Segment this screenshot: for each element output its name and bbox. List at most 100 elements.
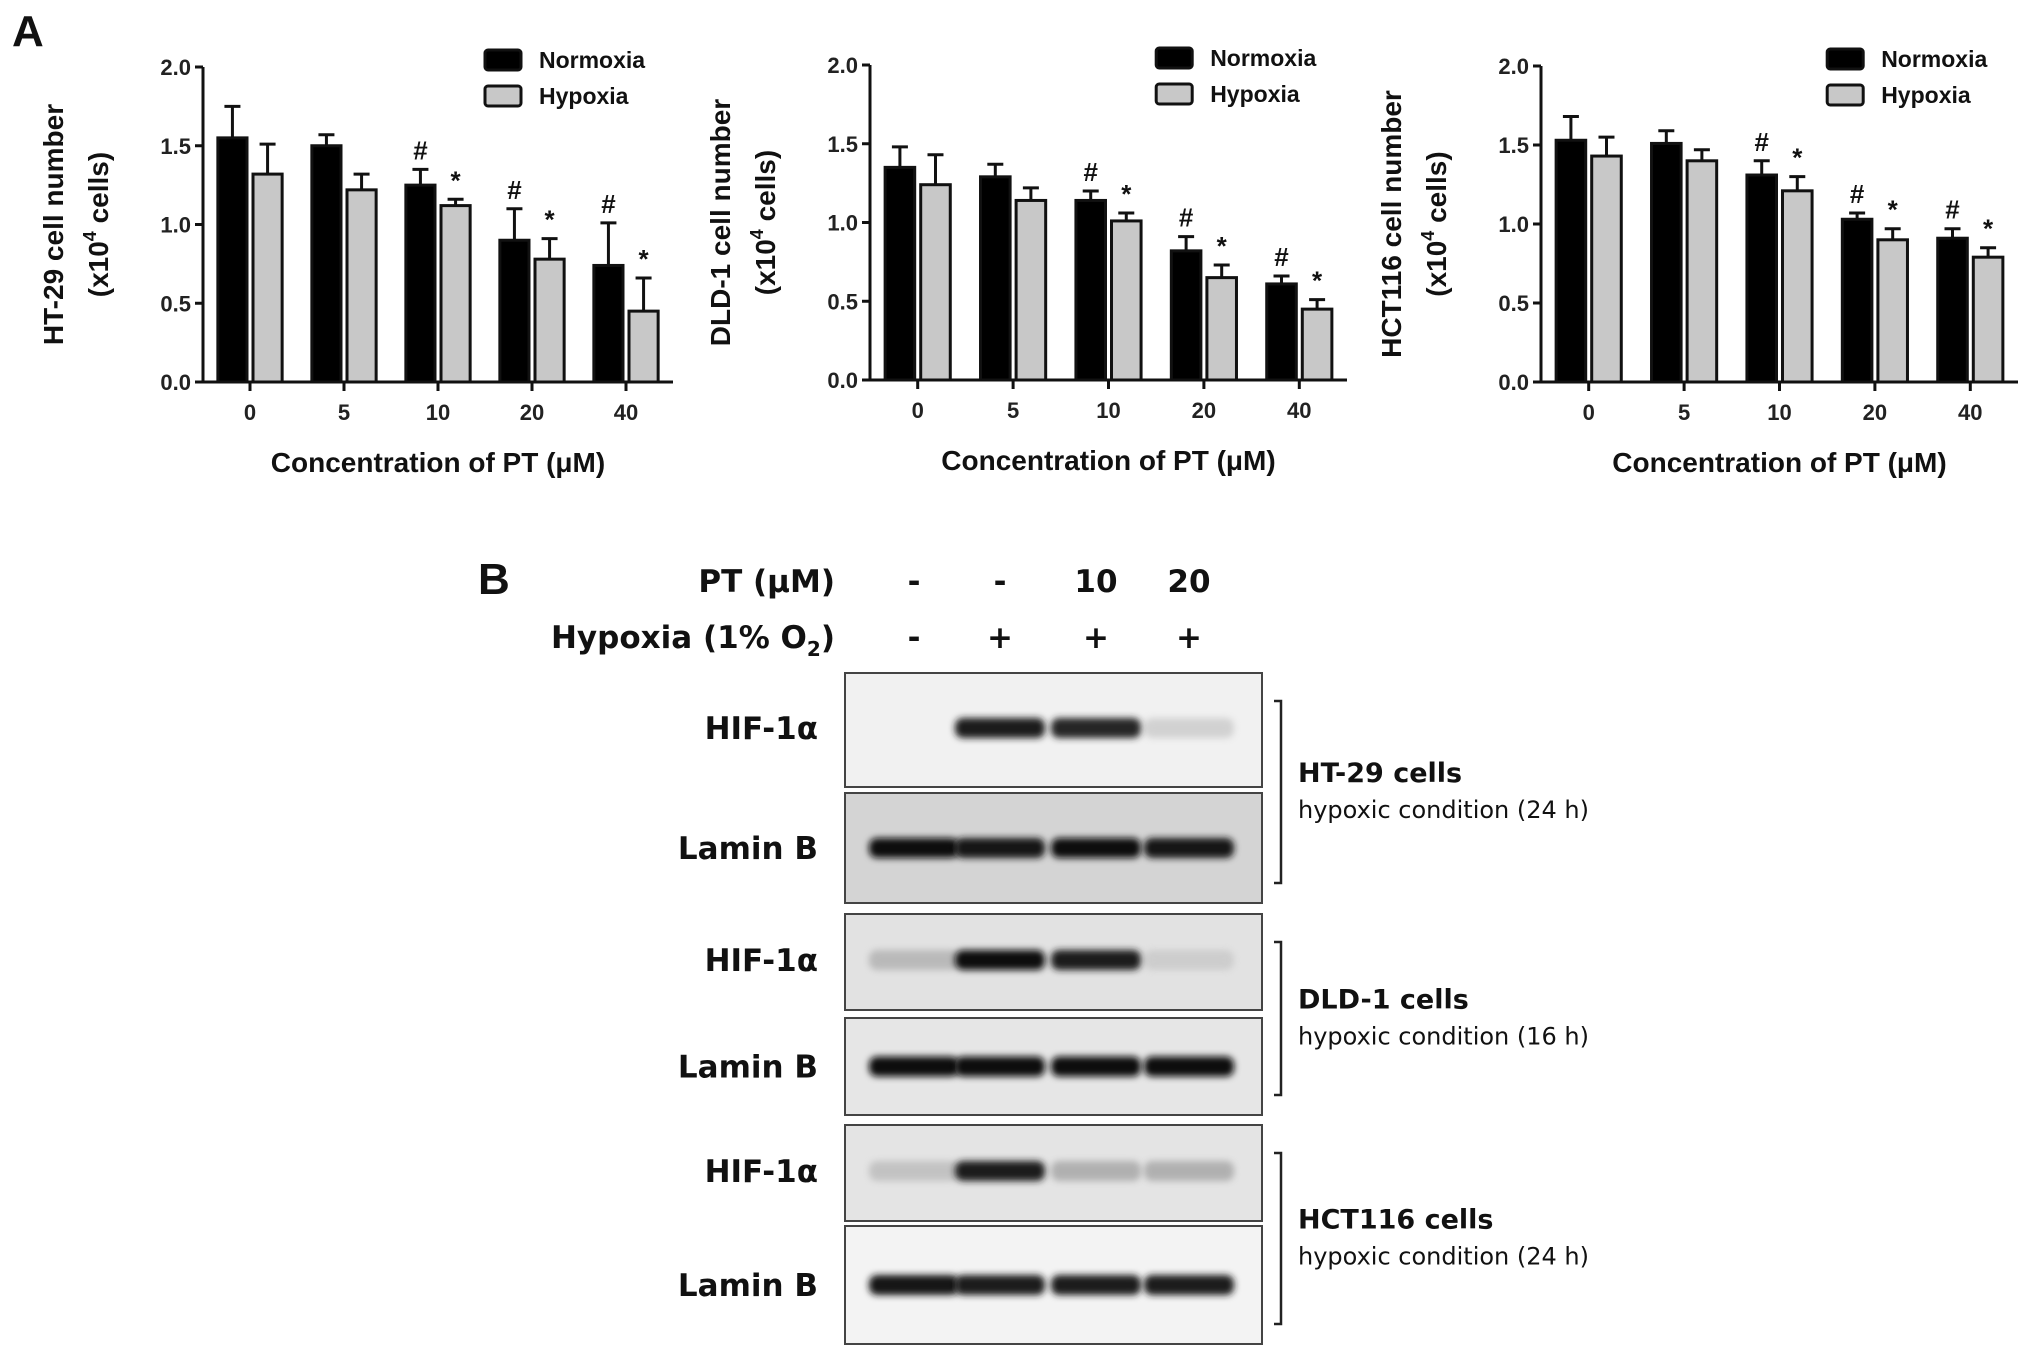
y-tick-label: 1.0: [827, 211, 858, 236]
protein-band: [869, 1275, 959, 1295]
group-bracket: [1274, 940, 1283, 1097]
x-tick-label: 40: [1287, 398, 1311, 423]
significance-mark: *: [1312, 266, 1323, 296]
x-tick-label: 5: [1007, 398, 1019, 423]
blot-group-1: HIF-1α Lamin B HT-29 cells hypoxic conditio…: [678, 672, 1589, 904]
bar-hypoxia: [1205, 276, 1238, 382]
y-tick-label: 2.0: [827, 53, 858, 78]
protein-band: [1051, 950, 1141, 970]
x-tick-label: 0: [912, 398, 924, 423]
x-tick-label: 5: [338, 400, 350, 425]
x-tick-label: 0: [1583, 400, 1595, 425]
legend-swatch-normoxia: [1825, 47, 1865, 71]
bar-hypoxia: [1781, 189, 1814, 384]
bar-hypoxia: [1876, 238, 1909, 384]
significance-mark: #: [1850, 179, 1865, 209]
hypoxia-label-suffix: ): [821, 620, 835, 656]
bar-hypoxia: [1685, 159, 1719, 384]
y-tick-label: 1.5: [827, 132, 858, 157]
x-tick-label: 5: [1678, 400, 1690, 425]
significance-mark: #: [507, 175, 522, 205]
protein-band: [1051, 838, 1141, 858]
cell-line-label: DLD-1 cells: [1298, 985, 1469, 1016]
x-tick-label: 20: [520, 400, 544, 425]
y-axis-units-suffix: cells): [1421, 151, 1452, 230]
hypoxia-label-prefix: Hypoxia (1% O: [551, 620, 807, 656]
significance-mark: *: [1983, 214, 1994, 244]
y-tick-label: 1.5: [160, 134, 191, 159]
bar-normoxia: [1265, 282, 1298, 382]
band-label: Lamin B: [678, 831, 818, 867]
protein-band: [1051, 1275, 1141, 1295]
significance-mark: *: [1121, 179, 1132, 209]
y-axis-units-exponent: 4: [747, 229, 767, 239]
legend-label-normoxia: Normoxia: [1881, 46, 1987, 72]
bar-hypoxia: [627, 309, 660, 384]
significance-mark: #: [1274, 242, 1289, 272]
bar-chart-2: 0.0 0.5 1.0 1.5 2.0 0 5 10 # * 20 # * 40 # * DLD-1 cell …: [705, 45, 1347, 476]
protein-band: [869, 838, 959, 858]
protein-band: [955, 1056, 1045, 1077]
group-bracket: [1274, 1151, 1283, 1326]
hypoxia-label-sub: 2: [807, 637, 821, 661]
panel-label-b: B: [478, 555, 510, 604]
protein-band: [1051, 1161, 1141, 1181]
x-axis-title: Concentration of PT (μM): [941, 445, 1275, 476]
protein-band: [1051, 1056, 1141, 1077]
significance-mark: #: [413, 135, 428, 165]
row-label-pt: PT (μM): [698, 564, 835, 600]
protein-band: [869, 950, 959, 970]
band-label: HIF-1α: [705, 711, 818, 747]
y-axis-title: DLD-1 cell number: [705, 99, 736, 346]
y-tick-label: 2.0: [1498, 54, 1529, 79]
protein-band: [955, 718, 1045, 738]
y-axis-units-suffix: cells): [750, 150, 781, 229]
lane-value: -: [908, 620, 921, 656]
blot-group-3: HIF-1α Lamin B HCT116 cells hypoxic conditi…: [678, 1124, 1589, 1345]
legend-label-hypoxia: Hypoxia: [1881, 82, 1971, 108]
legend-label-normoxia: Normoxia: [1210, 45, 1316, 71]
condition-label: hypoxic condition (24 h): [1298, 796, 1589, 824]
y-tick-label: 0.0: [1498, 370, 1529, 395]
x-tick-label: 10: [426, 400, 450, 425]
bar-normoxia: [1840, 217, 1874, 384]
y-axis-title-units: (x104 cells): [80, 152, 114, 297]
protein-band: [1144, 718, 1234, 738]
significance-mark: *: [545, 205, 556, 235]
y-tick-label: 0.5: [827, 289, 858, 314]
cell-line-label: HT-29 cells: [1298, 758, 1462, 789]
legend-label-normoxia: Normoxia: [539, 47, 645, 73]
significance-mark: #: [1083, 157, 1098, 187]
protein-band: [1144, 1161, 1234, 1181]
significance-mark: #: [601, 189, 616, 219]
bar-hypoxia: [1300, 307, 1334, 382]
protein-band: [955, 950, 1045, 970]
band-label: HIF-1α: [705, 1154, 818, 1190]
bar-normoxia: [404, 183, 437, 384]
x-tick-label: 0: [244, 400, 256, 425]
x-tick-label: 40: [614, 400, 638, 425]
legend-swatch-hypoxia: [1154, 82, 1194, 106]
lane-value: +: [1176, 620, 1202, 656]
bar-hypoxia: [533, 257, 566, 384]
band-label: Lamin B: [678, 1050, 818, 1086]
bar-normoxia: [1169, 249, 1203, 382]
bar-hypoxia: [919, 183, 952, 382]
significance-mark: #: [1179, 203, 1194, 233]
x-tick-label: 20: [1192, 398, 1216, 423]
y-axis-units-prefix: (x10: [1421, 241, 1452, 297]
significance-mark: #: [1754, 127, 1769, 157]
significance-mark: *: [639, 244, 650, 274]
bar-normoxia: [592, 263, 625, 384]
y-axis-title: HCT116 cell number: [1376, 90, 1407, 358]
significance-mark: *: [1217, 231, 1228, 261]
lane-value: -: [994, 564, 1007, 600]
protein-band: [955, 838, 1045, 858]
protein-band: [1144, 950, 1234, 970]
panel-b-western-blot: PT (μM) Hypoxia (1% O2) - - 10 20 - + + + HIF-1α La…: [551, 564, 1589, 1345]
condition-label: hypoxic condition (16 h): [1298, 1023, 1589, 1051]
protein-band: [869, 1056, 959, 1077]
y-axis-units-suffix: cells): [83, 152, 114, 231]
bar-hypoxia: [1014, 198, 1048, 382]
